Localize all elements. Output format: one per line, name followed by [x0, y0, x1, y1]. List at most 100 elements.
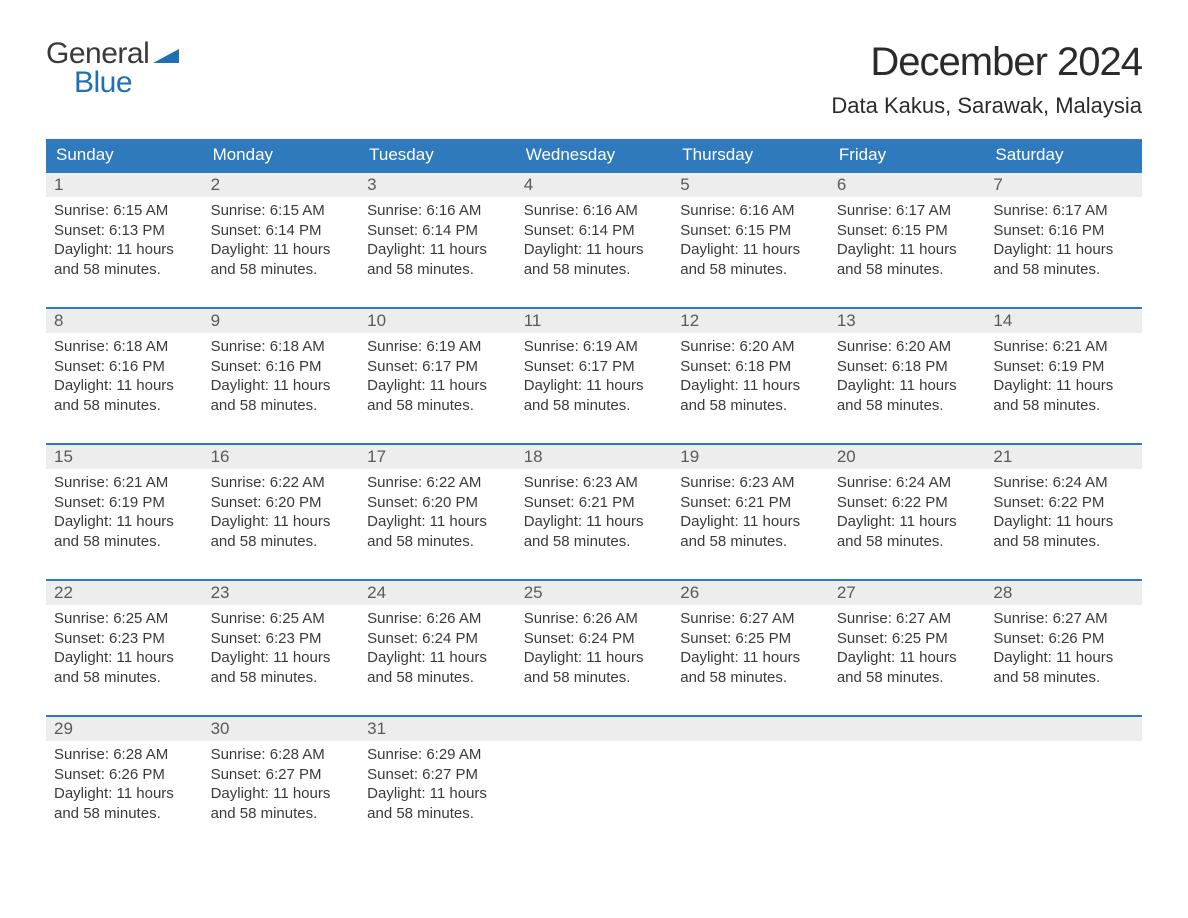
sunrise-line: Sunrise: 6:19 AM [367, 337, 508, 357]
day-number: 28 [985, 581, 1142, 605]
day-cell: 30Sunrise: 6:28 AMSunset: 6:27 PMDayligh… [203, 717, 360, 833]
day-body: Sunrise: 6:21 AMSunset: 6:19 PMDaylight:… [46, 469, 203, 551]
week-row: 15Sunrise: 6:21 AMSunset: 6:19 PMDayligh… [46, 443, 1142, 561]
sunset-line: Sunset: 6:27 PM [367, 765, 508, 785]
day-number: 30 [203, 717, 360, 741]
day-body: Sunrise: 6:15 AMSunset: 6:14 PMDaylight:… [203, 197, 360, 279]
sunrise-line: Sunrise: 6:15 AM [211, 201, 352, 221]
day-number: 1 [46, 173, 203, 197]
sunrise-line: Sunrise: 6:18 AM [54, 337, 195, 357]
page-header: General Blue December 2024 Data Kakus, S… [46, 40, 1142, 119]
sunrise-line: Sunrise: 6:27 AM [680, 609, 821, 629]
day-cell: 10Sunrise: 6:19 AMSunset: 6:17 PMDayligh… [359, 309, 516, 425]
day-cell: 9Sunrise: 6:18 AMSunset: 6:16 PMDaylight… [203, 309, 360, 425]
daylight-line: Daylight: 11 hours and 58 minutes. [54, 240, 195, 279]
sunrise-line: Sunrise: 6:20 AM [837, 337, 978, 357]
sunset-line: Sunset: 6:24 PM [524, 629, 665, 649]
day-cell: 29Sunrise: 6:28 AMSunset: 6:26 PMDayligh… [46, 717, 203, 833]
daylight-line: Daylight: 11 hours and 58 minutes. [211, 240, 352, 279]
location-text: Data Kakus, Sarawak, Malaysia [831, 93, 1142, 119]
day-number: 29 [46, 717, 203, 741]
day-cell: 26Sunrise: 6:27 AMSunset: 6:25 PMDayligh… [672, 581, 829, 697]
day-body: Sunrise: 6:24 AMSunset: 6:22 PMDaylight:… [985, 469, 1142, 551]
day-number-empty [516, 717, 673, 741]
day-body: Sunrise: 6:25 AMSunset: 6:23 PMDaylight:… [203, 605, 360, 687]
sunrise-line: Sunrise: 6:17 AM [837, 201, 978, 221]
day-cell: 16Sunrise: 6:22 AMSunset: 6:20 PMDayligh… [203, 445, 360, 561]
sunrise-line: Sunrise: 6:25 AM [211, 609, 352, 629]
sunrise-line: Sunrise: 6:24 AM [993, 473, 1134, 493]
day-header: Monday [203, 139, 360, 171]
sunset-line: Sunset: 6:19 PM [54, 493, 195, 513]
day-body: Sunrise: 6:16 AMSunset: 6:14 PMDaylight:… [359, 197, 516, 279]
day-cell: 25Sunrise: 6:26 AMSunset: 6:24 PMDayligh… [516, 581, 673, 697]
day-header-row: SundayMondayTuesdayWednesdayThursdayFrid… [46, 139, 1142, 171]
day-number: 27 [829, 581, 986, 605]
sunset-line: Sunset: 6:25 PM [680, 629, 821, 649]
sunset-line: Sunset: 6:17 PM [367, 357, 508, 377]
day-number: 7 [985, 173, 1142, 197]
day-header: Thursday [672, 139, 829, 171]
day-body: Sunrise: 6:21 AMSunset: 6:19 PMDaylight:… [985, 333, 1142, 415]
day-body: Sunrise: 6:16 AMSunset: 6:14 PMDaylight:… [516, 197, 673, 279]
day-body: Sunrise: 6:18 AMSunset: 6:16 PMDaylight:… [46, 333, 203, 415]
sunrise-line: Sunrise: 6:26 AM [367, 609, 508, 629]
day-number: 10 [359, 309, 516, 333]
day-number: 5 [672, 173, 829, 197]
day-body: Sunrise: 6:18 AMSunset: 6:16 PMDaylight:… [203, 333, 360, 415]
day-body: Sunrise: 6:22 AMSunset: 6:20 PMDaylight:… [359, 469, 516, 551]
day-cell: 21Sunrise: 6:24 AMSunset: 6:22 PMDayligh… [985, 445, 1142, 561]
daylight-line: Daylight: 11 hours and 58 minutes. [54, 784, 195, 823]
day-cell: 28Sunrise: 6:27 AMSunset: 6:26 PMDayligh… [985, 581, 1142, 697]
day-number: 12 [672, 309, 829, 333]
day-body: Sunrise: 6:22 AMSunset: 6:20 PMDaylight:… [203, 469, 360, 551]
sunset-line: Sunset: 6:16 PM [54, 357, 195, 377]
sunset-line: Sunset: 6:22 PM [837, 493, 978, 513]
day-cell: 5Sunrise: 6:16 AMSunset: 6:15 PMDaylight… [672, 173, 829, 289]
sunset-line: Sunset: 6:18 PM [837, 357, 978, 377]
day-cell: 1Sunrise: 6:15 AMSunset: 6:13 PMDaylight… [46, 173, 203, 289]
daylight-line: Daylight: 11 hours and 58 minutes. [837, 648, 978, 687]
sunrise-line: Sunrise: 6:17 AM [993, 201, 1134, 221]
sunset-line: Sunset: 6:14 PM [367, 221, 508, 241]
day-body: Sunrise: 6:26 AMSunset: 6:24 PMDaylight:… [359, 605, 516, 687]
daylight-line: Daylight: 11 hours and 58 minutes. [367, 648, 508, 687]
week-row: 29Sunrise: 6:28 AMSunset: 6:26 PMDayligh… [46, 715, 1142, 833]
day-body: Sunrise: 6:23 AMSunset: 6:21 PMDaylight:… [516, 469, 673, 551]
day-cell [829, 717, 986, 833]
sunrise-line: Sunrise: 6:22 AM [211, 473, 352, 493]
sunset-line: Sunset: 6:13 PM [54, 221, 195, 241]
day-number: 14 [985, 309, 1142, 333]
day-number: 16 [203, 445, 360, 469]
sunset-line: Sunset: 6:27 PM [211, 765, 352, 785]
sunset-line: Sunset: 6:15 PM [680, 221, 821, 241]
day-number: 13 [829, 309, 986, 333]
day-header: Saturday [985, 139, 1142, 171]
sunset-line: Sunset: 6:16 PM [211, 357, 352, 377]
day-body: Sunrise: 6:16 AMSunset: 6:15 PMDaylight:… [672, 197, 829, 279]
day-body: Sunrise: 6:28 AMSunset: 6:26 PMDaylight:… [46, 741, 203, 823]
day-cell: 17Sunrise: 6:22 AMSunset: 6:20 PMDayligh… [359, 445, 516, 561]
brand-logo: General Blue [46, 40, 179, 97]
day-number: 26 [672, 581, 829, 605]
sunrise-line: Sunrise: 6:21 AM [54, 473, 195, 493]
day-header: Tuesday [359, 139, 516, 171]
sunrise-line: Sunrise: 6:28 AM [54, 745, 195, 765]
daylight-line: Daylight: 11 hours and 58 minutes. [367, 240, 508, 279]
day-cell: 2Sunrise: 6:15 AMSunset: 6:14 PMDaylight… [203, 173, 360, 289]
month-title: December 2024 [831, 40, 1142, 85]
day-body: Sunrise: 6:17 AMSunset: 6:16 PMDaylight:… [985, 197, 1142, 279]
day-body: Sunrise: 6:19 AMSunset: 6:17 PMDaylight:… [516, 333, 673, 415]
day-body: Sunrise: 6:17 AMSunset: 6:15 PMDaylight:… [829, 197, 986, 279]
day-body: Sunrise: 6:29 AMSunset: 6:27 PMDaylight:… [359, 741, 516, 823]
day-number: 15 [46, 445, 203, 469]
day-body: Sunrise: 6:27 AMSunset: 6:26 PMDaylight:… [985, 605, 1142, 687]
daylight-line: Daylight: 11 hours and 58 minutes. [680, 240, 821, 279]
daylight-line: Daylight: 11 hours and 58 minutes. [680, 376, 821, 415]
sunrise-line: Sunrise: 6:25 AM [54, 609, 195, 629]
daylight-line: Daylight: 11 hours and 58 minutes. [680, 512, 821, 551]
day-cell: 23Sunrise: 6:25 AMSunset: 6:23 PMDayligh… [203, 581, 360, 697]
daylight-line: Daylight: 11 hours and 58 minutes. [367, 784, 508, 823]
flag-icon [153, 43, 179, 63]
day-number: 31 [359, 717, 516, 741]
